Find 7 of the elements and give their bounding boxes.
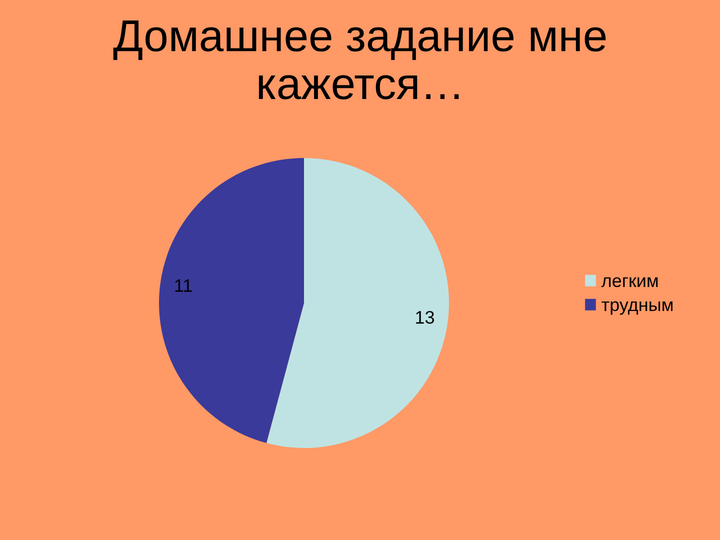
pie-slice	[266, 158, 449, 448]
data-label: 11	[175, 279, 192, 292]
data-label: 13	[416, 310, 434, 324]
legend-label: трудным	[602, 301, 672, 315]
pie-slice	[159, 158, 304, 444]
chart-title: Домашнее задание мне кажется…	[113, 20, 606, 100]
legend-label: легким	[601, 277, 658, 288]
